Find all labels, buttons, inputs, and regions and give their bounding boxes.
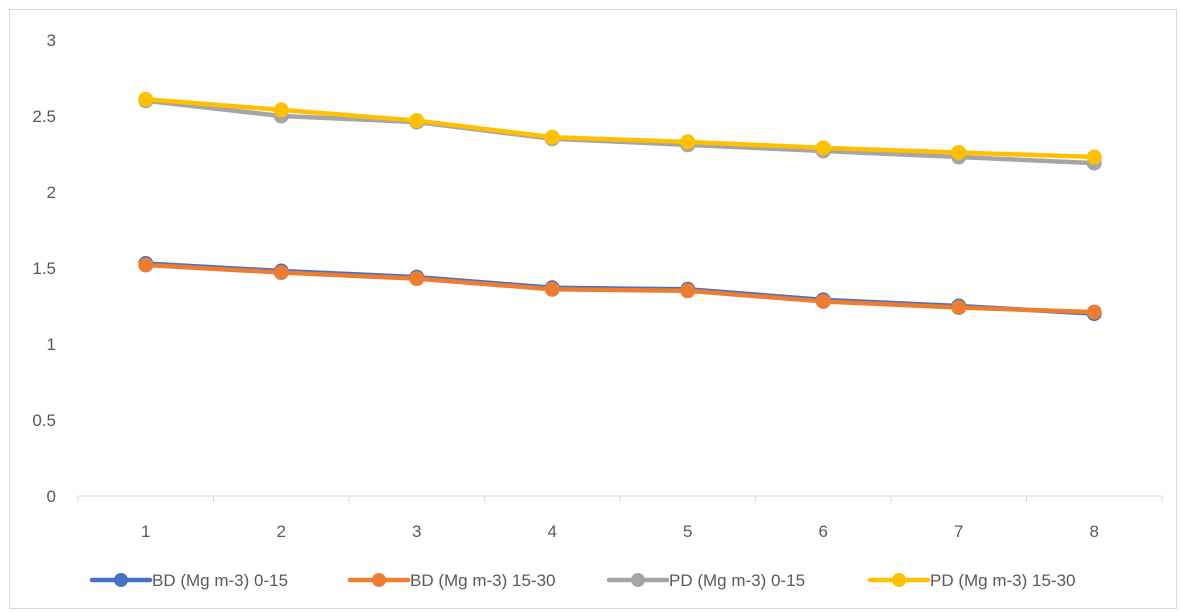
x-axis-ticks: 1 2 3 4 5 6 7 8 — [77, 496, 1163, 541]
y-tick-label: 0 — [47, 487, 56, 506]
data-point — [680, 134, 696, 150]
y-tick-label: 1 — [47, 335, 56, 354]
legend-swatch-marker — [114, 573, 128, 587]
legend-item: PD (Mg m-3) 0-15 — [606, 571, 805, 590]
data-point — [544, 281, 560, 297]
data-point — [815, 293, 831, 309]
y-tick-label: 0.5 — [32, 411, 56, 430]
legend-label: BD (Mg m-3) 0-15 — [152, 571, 288, 590]
data-point — [409, 271, 425, 287]
data-point — [138, 91, 154, 107]
series-line — [143, 97, 1097, 160]
series-line — [143, 262, 1097, 315]
legend-swatch-marker — [372, 573, 386, 587]
data-point — [544, 129, 560, 145]
data-point — [409, 113, 425, 129]
legend-item: PD (Mg m-3) 15-30 — [867, 571, 1075, 590]
data-point — [273, 102, 289, 118]
legend-label: PD (Mg m-3) 15-30 — [930, 571, 1075, 590]
data-point — [1086, 149, 1102, 165]
x-tick-label: 5 — [683, 522, 692, 541]
data-point — [951, 144, 967, 160]
data-point — [680, 283, 696, 299]
data-point — [273, 265, 289, 281]
data-point — [815, 140, 831, 156]
legend: BD (Mg m-3) 0-15 BD (Mg m-3) 15-30 PD (Mg … — [89, 571, 1075, 590]
legend-label: PD (Mg m-3) 0-15 — [669, 571, 805, 590]
legend-item: BD (Mg m-3) 15-30 — [347, 571, 555, 590]
x-tick-label: 6 — [819, 522, 828, 541]
data-point — [951, 300, 967, 316]
x-tick-label: 7 — [954, 522, 963, 541]
x-tick-label: 3 — [412, 522, 421, 541]
x-tick-label: 2 — [277, 522, 286, 541]
x-tick-label: 4 — [548, 522, 557, 541]
y-tick-label: 2 — [47, 183, 56, 202]
x-tick-label: 1 — [141, 522, 150, 541]
series-2 — [138, 257, 1102, 320]
series-layer — [138, 91, 1102, 322]
legend-swatch-marker — [631, 573, 645, 587]
data-point — [138, 257, 154, 273]
y-tick-label: 2.5 — [32, 107, 56, 126]
data-point — [1086, 304, 1102, 320]
legend-item: BD (Mg m-3) 0-15 — [89, 571, 288, 590]
legend-swatch-marker — [892, 573, 906, 587]
y-axis-ticks: 0 0.5 1 1.5 2 2.5 3 — [32, 31, 56, 506]
y-tick-label: 3 — [47, 31, 56, 50]
y-tick-label: 1.5 — [32, 259, 56, 278]
x-tick-label: 8 — [1090, 522, 1099, 541]
series-line — [143, 98, 1097, 166]
legend-label: BD (Mg m-3) 15-30 — [410, 571, 555, 590]
series-4 — [138, 91, 1102, 165]
